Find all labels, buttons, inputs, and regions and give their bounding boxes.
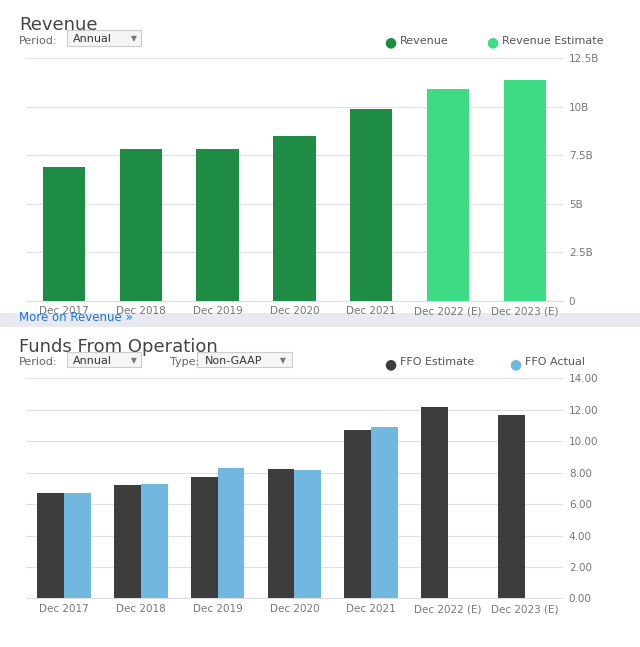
Bar xyxy=(218,468,244,598)
Text: Period:: Period: xyxy=(19,36,58,45)
Text: Period:: Period: xyxy=(19,357,58,367)
Text: ●: ● xyxy=(384,36,396,50)
Text: ▼: ▼ xyxy=(131,356,137,365)
Bar xyxy=(344,430,371,598)
Bar xyxy=(114,485,141,598)
Bar xyxy=(371,427,398,598)
Bar xyxy=(196,149,239,301)
Text: Annual: Annual xyxy=(73,34,112,44)
Text: Revenue Estimate: Revenue Estimate xyxy=(502,36,604,45)
Bar xyxy=(498,415,525,598)
Text: ●: ● xyxy=(384,357,396,371)
Text: FFO Estimate: FFO Estimate xyxy=(400,357,474,367)
Text: FFO Actual: FFO Actual xyxy=(525,357,585,367)
Text: Annual: Annual xyxy=(73,355,112,366)
Text: Revenue: Revenue xyxy=(19,16,98,34)
Text: ▼: ▼ xyxy=(280,356,285,365)
Text: Funds From Operation: Funds From Operation xyxy=(19,338,218,356)
Bar xyxy=(191,477,218,598)
Text: Type:: Type: xyxy=(170,357,199,367)
Text: ▼: ▼ xyxy=(131,34,137,43)
Bar xyxy=(268,469,294,598)
Text: Non-GAAP: Non-GAAP xyxy=(205,355,262,366)
Bar xyxy=(421,407,448,598)
Text: ●: ● xyxy=(486,36,499,50)
Bar xyxy=(141,484,168,598)
Bar xyxy=(120,149,162,301)
Bar xyxy=(350,109,392,301)
Text: ●: ● xyxy=(509,357,521,371)
Text: Revenue: Revenue xyxy=(400,36,449,45)
Bar xyxy=(504,80,546,301)
Bar xyxy=(64,493,91,598)
Bar xyxy=(37,493,64,598)
Bar xyxy=(294,470,321,598)
Bar xyxy=(43,167,85,301)
Text: More on Revenue »: More on Revenue » xyxy=(19,311,133,324)
Bar xyxy=(427,89,469,301)
Bar xyxy=(273,136,316,301)
